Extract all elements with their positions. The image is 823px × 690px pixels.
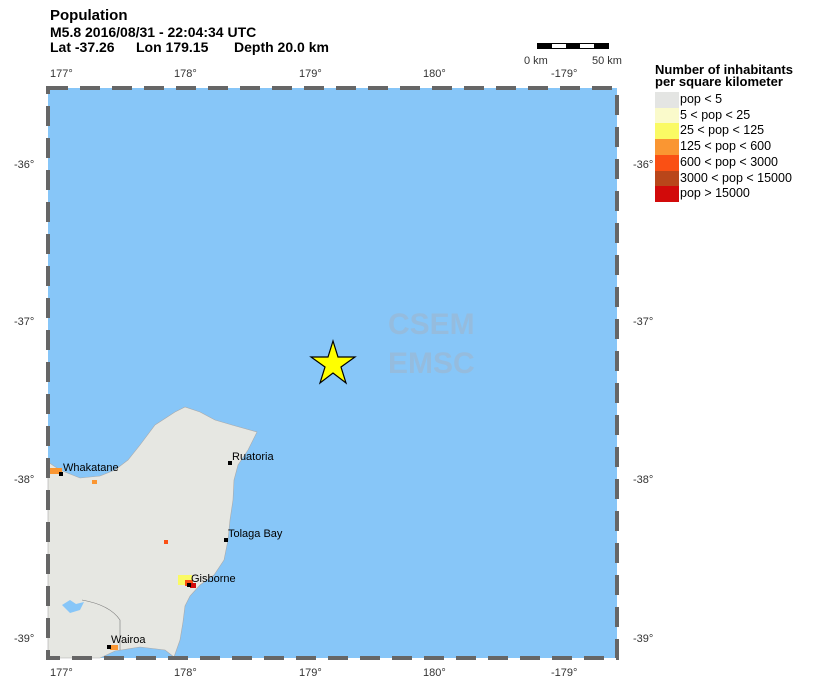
legend-label: pop > 15000 [680, 186, 750, 201]
legend-swatch [655, 123, 679, 140]
lat-tick-right: -37° [633, 316, 654, 328]
event-depth: Depth 20.0 km [234, 39, 329, 55]
legend-title-line1: Number of inhabitants [655, 62, 793, 77]
lon-tick-bottom: -179° [551, 667, 578, 679]
legend-swatch [655, 186, 679, 203]
lon-tick-bottom: 177° [50, 667, 73, 679]
lat-tick-right: -39° [633, 633, 654, 645]
lon-tick-bottom: 178° [174, 667, 197, 679]
city-marker [107, 645, 111, 649]
epicenter-star-icon [309, 338, 357, 385]
land-east-cape [47, 406, 258, 659]
city-label: Ruatoria [232, 451, 274, 463]
lat-tick-right: -36° [633, 159, 654, 171]
city-marker [228, 461, 232, 465]
lake [62, 600, 84, 613]
legend-title-line2: per square kilometer [655, 74, 783, 89]
legend-label: 125 < pop < 600 [680, 139, 772, 154]
legend-label: 600 < pop < 3000 [680, 154, 779, 169]
lon-tick-top: 180° [423, 68, 446, 80]
legend-swatch [655, 92, 679, 108]
legend-swatch [655, 154, 679, 171]
lat-tick-right: -38° [633, 474, 654, 486]
city-marker [224, 538, 228, 542]
map-title: Population [50, 7, 128, 24]
lon-tick-bottom: 179° [299, 667, 322, 679]
lat-tick-left: -39° [14, 633, 35, 645]
event-info: M5.8 2016/08/31 - 22:04:34 UTC [50, 24, 257, 40]
city-label: Tolaga Bay [228, 528, 283, 540]
lon-tick-top: -179° [551, 68, 578, 80]
city-label: Wairoa [111, 634, 146, 646]
event-lat: Lat -37.26 [50, 39, 115, 55]
lat-tick-left: -37° [14, 316, 35, 328]
legend-label: 3000 < pop < 15000 [680, 170, 792, 185]
legend-title: Number of inhabitants per square kilomet… [655, 62, 793, 89]
scale-start: 0 km [524, 55, 548, 67]
city-label: Gisborne [191, 573, 236, 585]
lon-tick-bottom: 180° [423, 667, 446, 679]
lon-tick-top: 178° [174, 68, 197, 80]
city-marker [59, 472, 63, 476]
scale-bar [537, 43, 609, 49]
legend-label: pop < 5 [680, 92, 723, 106]
lat-tick-left: -36° [14, 159, 35, 171]
legend-swatch [655, 139, 679, 156]
watermark-csem: CSEM [388, 308, 475, 341]
legend-label: 25 < pop < 125 [680, 123, 765, 138]
region-boundary [81, 599, 121, 650]
legend-swatch [655, 170, 679, 187]
scale-end: 50 km [592, 55, 622, 67]
city-marker [187, 583, 191, 587]
watermark-emsc: EMSC [388, 347, 475, 380]
city-label: Whakatane [63, 462, 119, 474]
lat-tick-left: -38° [14, 474, 35, 486]
frame [46, 86, 619, 660]
legend-swatch [655, 107, 679, 124]
lon-tick-top: 179° [299, 68, 322, 80]
lon-tick-top: 177° [50, 68, 73, 80]
legend-label: 5 < pop < 25 [680, 107, 751, 122]
event-lon: Lon 179.15 [136, 39, 209, 55]
